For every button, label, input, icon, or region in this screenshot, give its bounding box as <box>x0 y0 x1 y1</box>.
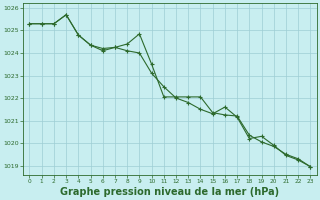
X-axis label: Graphe pression niveau de la mer (hPa): Graphe pression niveau de la mer (hPa) <box>60 187 280 197</box>
